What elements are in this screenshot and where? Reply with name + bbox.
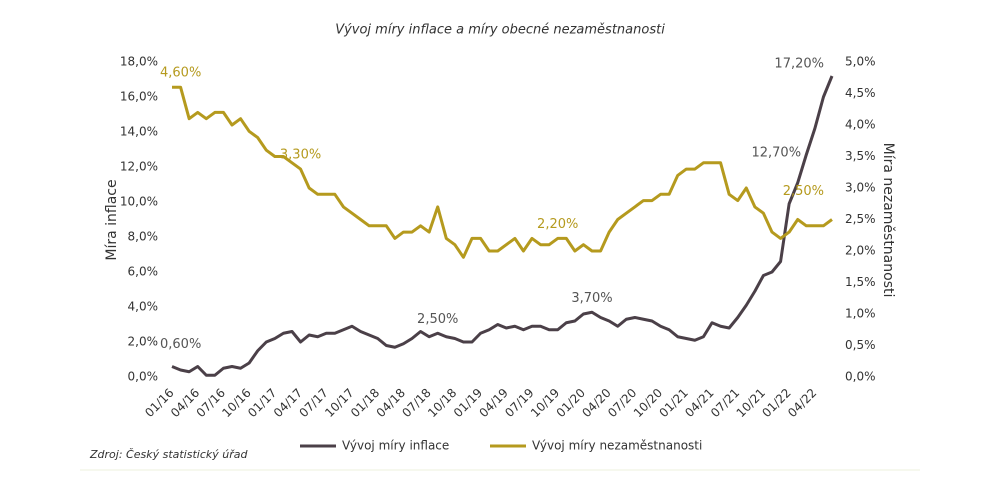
y-tick-label: 12,0% bbox=[120, 160, 158, 174]
annotation: 4,60% bbox=[160, 66, 201, 81]
y-tick-label: 10,0% bbox=[120, 195, 158, 209]
y-tick-label: 0,0% bbox=[128, 370, 159, 384]
y2-tick-label: 1,5% bbox=[845, 275, 876, 289]
line-series bbox=[171, 75, 834, 377]
y2-tick-label: 2,5% bbox=[845, 212, 876, 226]
y2-tick-label: 3,5% bbox=[845, 149, 876, 163]
y2-tick-label: 0,5% bbox=[845, 338, 876, 352]
y2-tick-label: 1,0% bbox=[845, 307, 876, 321]
x-tick-label: 04/22 bbox=[785, 386, 819, 420]
annotation: 2,50% bbox=[417, 312, 458, 327]
y-axis-title: Míra inflace bbox=[104, 179, 120, 260]
y2-tick-label: 4,5% bbox=[845, 86, 876, 100]
y-tick-label: 4,0% bbox=[128, 300, 159, 314]
y2-tick-label: 5,0% bbox=[845, 55, 876, 69]
annotation: 17,20% bbox=[774, 57, 824, 72]
chart-title: Vývoj míry inflace a míry obecné nezaměs… bbox=[335, 23, 665, 38]
y2-tick-label: 0,0% bbox=[845, 370, 876, 384]
source: Zdroj: Český statistický úřad bbox=[89, 448, 248, 461]
annotation: 2,20% bbox=[537, 217, 578, 232]
y-tick-label: 8,0% bbox=[128, 230, 159, 244]
annotation: 2,50% bbox=[783, 184, 824, 199]
y-tick-label: 16,0% bbox=[120, 90, 158, 104]
y2-tick-label: 4,0% bbox=[845, 118, 876, 132]
y-tick-label: 14,0% bbox=[120, 125, 158, 139]
annotation: 3,30% bbox=[280, 148, 321, 163]
legend-label: Vývoj míry inflace bbox=[342, 439, 449, 453]
y2-tick-label: 2,0% bbox=[845, 244, 876, 258]
line-series bbox=[172, 85, 833, 259]
y-tick-label: 18,0% bbox=[120, 55, 158, 69]
y2-tick-label: 3,0% bbox=[845, 181, 876, 195]
annotation: 12,70% bbox=[751, 145, 801, 160]
y-tick-label: 6,0% bbox=[128, 265, 159, 279]
annotation: 0,60% bbox=[160, 337, 201, 352]
annotation: 3,70% bbox=[571, 291, 612, 306]
y2-axis-title: Míra nezaměstnanosti bbox=[880, 143, 896, 298]
y-tick-label: 2,0% bbox=[128, 335, 159, 349]
legend-label: Vývoj míry nezaměstnanosti bbox=[532, 439, 702, 453]
